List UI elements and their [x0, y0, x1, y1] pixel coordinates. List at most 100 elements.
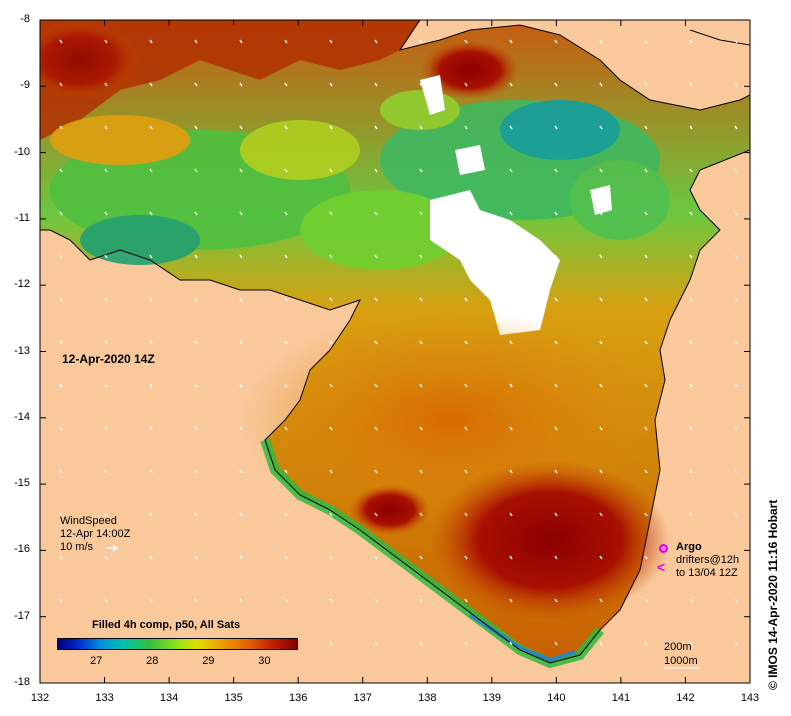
wind-legend: WindSpeed 12-Apr 14:00Z 10 m/s: [60, 515, 130, 554]
wind-vector: [419, 426, 423, 431]
y-tick-label: -16: [14, 543, 30, 556]
wind-vector: [509, 211, 513, 216]
wind-vector: [104, 39, 108, 44]
wind-vector: [689, 125, 693, 130]
wind-vector: [329, 125, 333, 130]
wind-vector: [554, 641, 558, 646]
wind-vector: [149, 254, 153, 259]
colorbar: [57, 638, 298, 650]
wind-vector: [644, 211, 648, 216]
wind-vector: [509, 512, 513, 517]
wind-vector: [284, 598, 288, 603]
wind-vector: [509, 168, 513, 173]
wind-vector: [59, 383, 63, 388]
wind-vector: [59, 168, 63, 173]
y-tick-label: -8: [20, 13, 30, 25]
wind-vector: [374, 82, 378, 87]
colorbar-tick-label: 30: [258, 655, 271, 667]
wind-vector: [464, 125, 468, 130]
wind-vector: [374, 469, 378, 474]
wind-vector: [284, 39, 288, 44]
wind-vector: [554, 168, 558, 173]
wind-vector: [284, 211, 288, 216]
wind-vector: [599, 211, 603, 216]
wind-vector: [329, 211, 333, 216]
wind-vector: [419, 297, 423, 302]
hotspot-gulf: [430, 460, 670, 620]
wind-vector: [464, 211, 468, 216]
wind-vector: [689, 340, 693, 345]
y-tick-label: -9: [20, 79, 30, 92]
wind-vector: [554, 39, 558, 44]
wind-vector: [239, 598, 243, 603]
wind-vector: [644, 125, 648, 130]
wind-vector: [239, 469, 243, 474]
colorbar-title: Filled 4h comp, p50, All Sats: [92, 619, 241, 631]
wind-vector: [599, 340, 603, 345]
wind-vector: [59, 254, 63, 259]
x-tick-label: 139: [482, 692, 501, 704]
wind-vector: [689, 598, 693, 603]
wind-vector: [419, 555, 423, 560]
wind-vector: [239, 297, 243, 302]
wind-vector: [149, 340, 153, 345]
wind-vector: [239, 168, 243, 173]
wind-vector: [599, 254, 603, 259]
wind-vector: [509, 426, 513, 431]
colorbar-tick-label: 28: [146, 655, 159, 667]
wind-title: WindSpeed: [60, 515, 117, 527]
wind-vector: [194, 254, 198, 259]
argo-legend: Argo drifters@12h to 13/04 12Z: [660, 541, 739, 580]
wind-vector: [59, 426, 63, 431]
wind-vector: [194, 39, 198, 44]
wind-vector: [374, 168, 378, 173]
x-tick-label: 137: [353, 692, 372, 704]
wind-vector: [464, 168, 468, 173]
y-tick-label: -14: [14, 410, 30, 423]
colorbar-tick-label: 29: [202, 655, 215, 667]
wind-vector: [329, 426, 333, 431]
wind-vector: [194, 469, 198, 474]
y-tick-label: -17: [14, 609, 30, 622]
wind-vector: [59, 555, 63, 560]
x-tick-label: 142: [676, 692, 695, 704]
wind-vector: [689, 297, 693, 302]
wind-vector: [59, 39, 63, 44]
wind-vector: [59, 512, 63, 517]
wind-vector: [509, 340, 513, 345]
wind-vector: [599, 469, 603, 474]
wind-vector: [599, 426, 603, 431]
y-tick-label: -11: [14, 211, 30, 224]
wind-vector: [599, 82, 603, 87]
wind-vector: [329, 469, 333, 474]
wind-vector: [689, 168, 693, 173]
wind-vector: [554, 598, 558, 603]
wind-vector: [329, 39, 333, 44]
wind-vector: [329, 82, 333, 87]
wind-vector: [509, 383, 513, 388]
wind-vector: [464, 82, 468, 87]
wind-vector: [104, 383, 108, 388]
wind-vector: [554, 82, 558, 87]
wind-vector: [59, 82, 63, 87]
argo-float-icon: [659, 544, 668, 553]
wind-vector: [374, 383, 378, 388]
wind-vector: [734, 168, 738, 173]
wind-vector: [284, 426, 288, 431]
wind-vector: [734, 469, 738, 474]
wind-vector: [554, 254, 558, 259]
y-tick-label: -15: [14, 477, 30, 490]
wind-vector: [599, 168, 603, 173]
argo-line1: drifters@12h: [676, 554, 740, 566]
wind-vector: [734, 426, 738, 431]
wind-vector: [194, 512, 198, 517]
wind-vector: [644, 340, 648, 345]
wind-vector: [284, 555, 288, 560]
wind-vector: [644, 383, 648, 388]
wind-vector: [239, 383, 243, 388]
wind-time: 12-Apr 14:00Z: [60, 528, 131, 540]
wind-vector: [734, 39, 738, 44]
wind-vector: [329, 512, 333, 517]
wind-vector: [464, 426, 468, 431]
wind-vector: [59, 469, 63, 474]
